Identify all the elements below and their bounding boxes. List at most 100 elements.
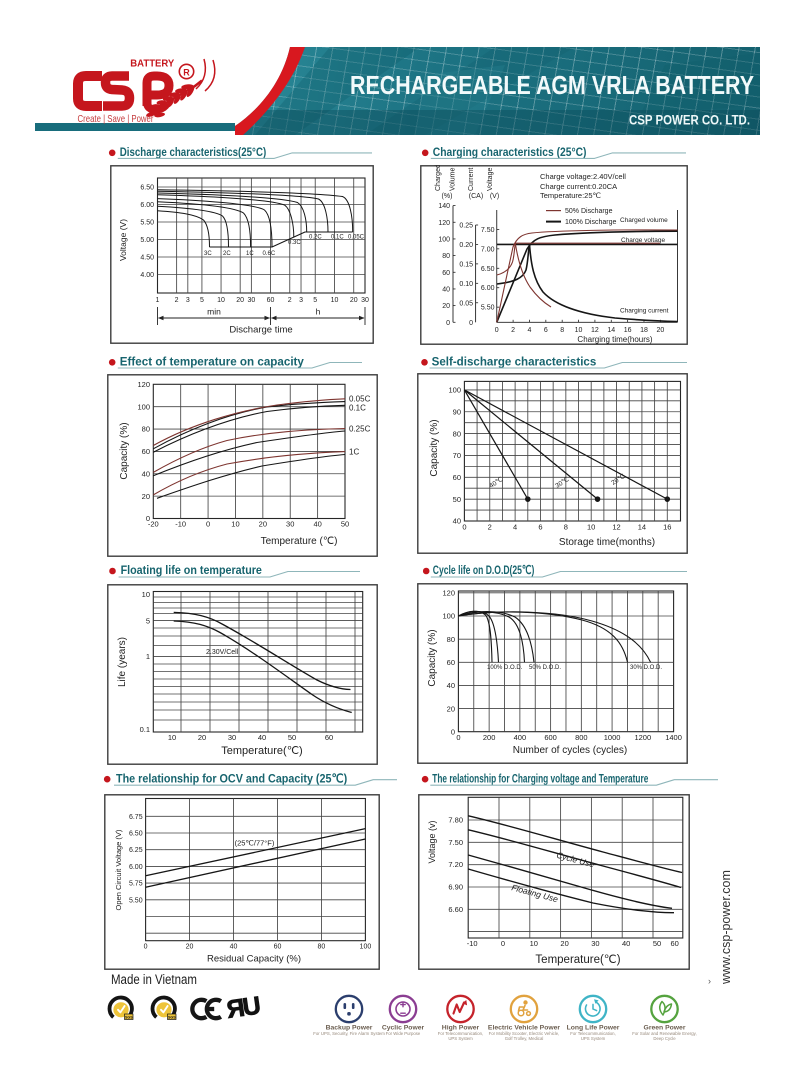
svg-text:(%): (%)	[442, 193, 453, 200]
svg-text:RECHARGEABLE AGM VRLA BATTERY: RECHARGEABLE AGM VRLA BATTERY	[350, 72, 754, 100]
svg-text:30: 30	[228, 733, 236, 742]
svg-text:7.00: 7.00	[481, 246, 495, 253]
svg-text:ЯU: ЯU	[225, 994, 262, 1024]
svg-text:-10: -10	[175, 520, 186, 529]
svg-text:0: 0	[144, 944, 148, 951]
svg-text:For Wide Purpose: For Wide Purpose	[386, 1031, 421, 1036]
svg-text:Temperature(℃): Temperature(℃)	[535, 954, 620, 966]
svg-text:Temperature:25℃: Temperature:25℃	[540, 191, 602, 200]
svg-text:7.80: 7.80	[448, 816, 463, 825]
svg-text:7.50: 7.50	[481, 227, 495, 234]
svg-text:800: 800	[575, 733, 588, 742]
svg-text:Capacity (%): Capacity (%)	[119, 422, 130, 479]
svg-text:2: 2	[488, 523, 492, 532]
svg-text:120: 120	[438, 220, 450, 227]
svg-text:16: 16	[624, 327, 632, 334]
svg-text:10: 10	[217, 297, 225, 304]
svg-text:4.00: 4.00	[140, 272, 154, 279]
svg-text:-20: -20	[148, 520, 159, 529]
svg-text:5.50: 5.50	[129, 897, 143, 904]
svg-text:60: 60	[325, 733, 333, 742]
svg-text:Cycle Use: Cycle Use	[555, 850, 595, 870]
svg-text:Number of cycles (cycles): Number of cycles (cycles)	[513, 745, 627, 756]
svg-text:6.50: 6.50	[481, 266, 495, 273]
svg-text:40: 40	[447, 681, 455, 690]
svg-text:10: 10	[331, 297, 339, 304]
svg-text:100% D.O.D.: 100% D.O.D.	[487, 665, 523, 671]
svg-text:(25℃/77°F): (25℃/77°F)	[235, 839, 275, 848]
svg-text:Deep Cycle: Deep Cycle	[653, 1036, 676, 1041]
svg-text:0.1: 0.1	[140, 725, 150, 734]
svg-text:1: 1	[156, 297, 160, 304]
svg-text:The relationship for Charging: The relationship for Charging voltage an…	[432, 771, 648, 785]
svg-text:50: 50	[453, 495, 461, 504]
svg-text:20: 20	[236, 297, 244, 304]
svg-text:0.05C: 0.05C	[348, 235, 365, 241]
svg-text:Charging time(hours): Charging time(hours)	[577, 335, 652, 344]
svg-text:Golf Trolley, Medical: Golf Trolley, Medical	[505, 1036, 544, 1041]
svg-text:4: 4	[528, 327, 532, 334]
svg-text:0: 0	[495, 327, 499, 334]
svg-text:Charge voltage: Charge voltage	[621, 237, 665, 244]
svg-text:Discharge characteristics(25°C: Discharge characteristics(25°C)	[120, 145, 266, 159]
svg-text:40: 40	[258, 733, 266, 742]
svg-text:6.00: 6.00	[129, 864, 143, 871]
svg-text:20: 20	[350, 297, 358, 304]
svg-text:40: 40	[622, 939, 630, 948]
svg-text:Life (years): Life (years)	[117, 637, 128, 687]
svg-text:20: 20	[560, 939, 568, 948]
svg-text:7.50: 7.50	[448, 838, 463, 847]
svg-text:60: 60	[447, 658, 455, 667]
svg-text:For Telecommunication,: For Telecommunication,	[570, 1031, 616, 1036]
svg-text:Charged volume: Charged volume	[620, 217, 668, 224]
svg-text:UPS System: UPS System	[581, 1036, 606, 1041]
svg-text:For Solar and Renewable Energy: For Solar and Renewable Energy,	[632, 1031, 696, 1036]
svg-text:Self-discharge characteristics: Self-discharge characteristics	[432, 355, 597, 369]
svg-text:20℃: 20℃	[610, 473, 627, 487]
svg-text:12: 12	[612, 523, 620, 532]
svg-text:120: 120	[137, 380, 150, 389]
svg-text:60: 60	[142, 447, 150, 456]
svg-text:For Mobility Scooter, Electric: For Mobility Scooter, Electric Vehicle,	[489, 1031, 560, 1036]
svg-text:20: 20	[656, 327, 664, 334]
svg-text:Temperature(℃): Temperature(℃)	[221, 745, 302, 757]
svg-text:6.75: 6.75	[129, 814, 143, 821]
svg-text:For UPS, Security, Fire Alarm: For UPS, Security, Fire Alarm System	[313, 1031, 385, 1036]
svg-text:30: 30	[591, 939, 599, 948]
svg-text:100: 100	[438, 236, 450, 243]
svg-text:50: 50	[341, 520, 349, 529]
svg-text:Effect of temperature on capac: Effect of temperature on capacity	[120, 355, 304, 369]
svg-text:12: 12	[591, 327, 599, 334]
svg-text:1400: 1400	[665, 733, 682, 742]
svg-text:6.00: 6.00	[481, 285, 495, 292]
svg-text:3: 3	[299, 297, 303, 304]
svg-text:2.30V/Cell: 2.30V/Cell	[206, 649, 239, 656]
svg-text:7.20: 7.20	[448, 860, 463, 869]
svg-text:1C: 1C	[349, 448, 359, 457]
svg-text:Current: Current	[468, 168, 475, 191]
svg-text:0.10: 0.10	[459, 281, 473, 288]
svg-text:0.6C: 0.6C	[263, 251, 276, 257]
svg-text:The relationship for OCV and: The relationship for OCV and Capacity (2…	[116, 771, 347, 785]
svg-text:SGS: SGS	[125, 1015, 133, 1019]
svg-text:8: 8	[560, 327, 564, 334]
svg-text:0.1C: 0.1C	[349, 404, 366, 413]
svg-text:10: 10	[231, 520, 239, 529]
svg-text:120: 120	[442, 589, 455, 598]
svg-text:UPS System: UPS System	[448, 1036, 473, 1041]
svg-text:10: 10	[168, 733, 176, 742]
svg-text:Electric Vehicle Power: Electric Vehicle Power	[488, 1025, 561, 1032]
svg-text:2: 2	[511, 327, 515, 334]
svg-text:(V): (V)	[490, 193, 499, 200]
svg-text:80: 80	[447, 635, 455, 644]
svg-text:SGS: SGS	[168, 1015, 176, 1019]
svg-text:Long Life Power: Long Life Power	[567, 1025, 620, 1032]
svg-text:min: min	[207, 307, 221, 317]
svg-text:100: 100	[360, 944, 372, 951]
svg-text:400: 400	[514, 733, 527, 742]
svg-text:10: 10	[575, 327, 583, 334]
svg-text:Cycle life on D.O.D(25℃): Cycle life on D.O.D(25℃)	[433, 563, 535, 577]
svg-text:10: 10	[530, 939, 538, 948]
svg-text:6.50: 6.50	[129, 831, 143, 838]
svg-text:0.15: 0.15	[459, 261, 473, 268]
